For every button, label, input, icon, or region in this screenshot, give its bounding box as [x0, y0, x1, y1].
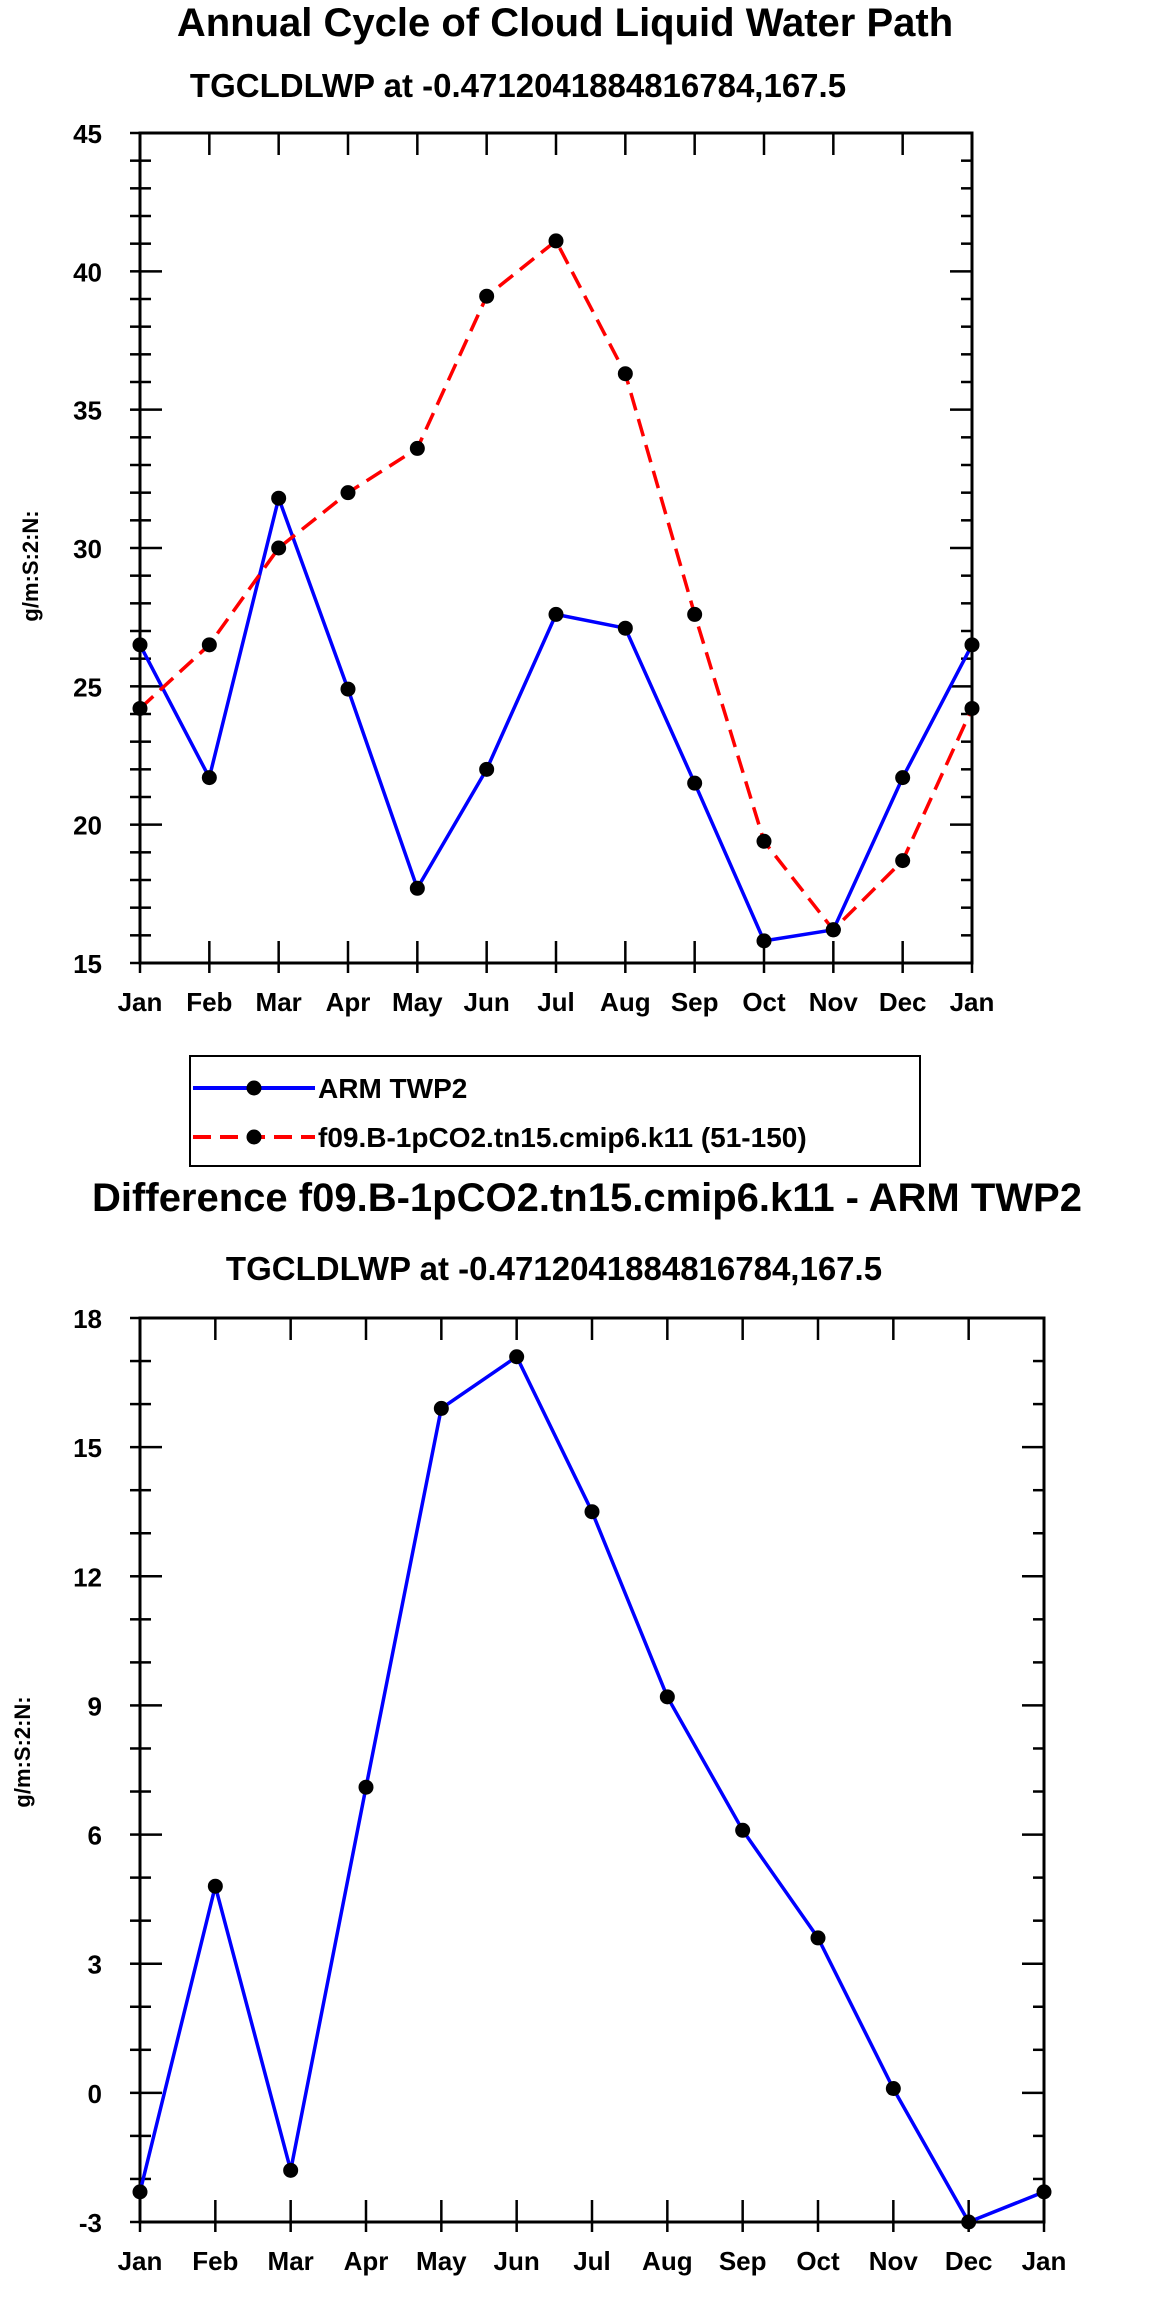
c1-data-point: [756, 833, 772, 849]
c1-data-point: [895, 853, 911, 869]
c1-data-point: [617, 620, 633, 636]
c1-data-point: [340, 681, 356, 697]
c2-data-point: [659, 1689, 675, 1705]
c1-data-point: [271, 540, 287, 556]
chart2-title: Difference f09.B-1pCO2.tn15.cmip6.k11 - …: [92, 1176, 1082, 1220]
c1-data-point: [756, 933, 772, 949]
c2-xtick-label: Oct: [796, 2246, 840, 2276]
c2-series-line-0: [138, 1354, 1045, 2224]
annual-cycle-chart: Annual Cycle of Cloud Liquid Water Path …: [18, 1, 995, 1167]
c2-ytick-label: 0: [88, 2079, 102, 2109]
c1-data-point: [825, 922, 841, 938]
chart2-y-axis-label: g/m:S:2:N:: [10, 1696, 35, 1807]
c2-data-point: [132, 2184, 148, 2200]
c1-ytick-label: 35: [73, 396, 102, 426]
c1-xtick-label: Oct: [742, 987, 786, 1017]
c1-data-point: [479, 761, 495, 777]
c2-xtick-label: Dec: [945, 2246, 993, 2276]
c2-data-point: [1036, 2184, 1052, 2200]
c2-ytick-label: 3: [88, 1950, 102, 1980]
c2-ytick-label: 9: [88, 1691, 102, 1721]
c1-xtick-label: Jan: [118, 987, 163, 1017]
c1-data-point: [548, 233, 564, 249]
c1-xtick-label: Nov: [809, 987, 859, 1017]
c1-xtick-label: Jun: [464, 987, 510, 1017]
c1-data-point: [964, 700, 980, 716]
c2-xtick-label: Jul: [573, 2246, 611, 2276]
c1-xtick-label: Apr: [326, 987, 371, 1017]
c2-ytick-label: 18: [73, 1304, 102, 1334]
legend-marker-model: [246, 1129, 262, 1145]
c1-xtick-label: Jan: [950, 987, 995, 1017]
c1-ytick-label: 20: [73, 811, 102, 841]
c2-xtick-label: May: [416, 2246, 467, 2276]
c2-data-point: [358, 1779, 374, 1795]
chart1-title: Annual Cycle of Cloud Liquid Water Path: [177, 1, 953, 45]
c1-data-point: [687, 775, 703, 791]
c1-data-point: [132, 637, 148, 653]
c2-data-point: [509, 1349, 525, 1365]
c1-data-point: [340, 485, 356, 501]
c2-ytick-label: 15: [73, 1433, 102, 1463]
c1-ytick-label: 40: [73, 257, 102, 287]
c1-xtick-label: Jul: [537, 987, 575, 1017]
c1-data-point: [964, 637, 980, 653]
c1-data-point: [479, 288, 495, 304]
c2-xtick-label: Jan: [118, 2246, 163, 2276]
c1-data-point: [132, 700, 148, 716]
c2-data-point: [885, 2081, 901, 2097]
c1-series-line-1: [138, 239, 974, 932]
c1-data-point: [201, 770, 217, 786]
c2-xtick-label: Sep: [719, 2246, 767, 2276]
c2-data-point: [961, 2214, 977, 2230]
chart1-y-axis-label: g/m:S:2:N:: [18, 510, 43, 621]
c1-data-point: [895, 770, 911, 786]
c2-ytick-label: 6: [88, 1821, 102, 1851]
chart1-subtitle: TGCLDLWP at -0.4712041884816784,167.5: [190, 67, 846, 104]
legend-label-model: f09.B-1pCO2.tn15.cmip6.k11 (51-150): [318, 1122, 807, 1153]
c2-xtick-label: Feb: [192, 2246, 238, 2276]
c2-ytick-label: -3: [79, 2208, 102, 2238]
c1-data-point: [548, 606, 564, 622]
legend-label-arm: ARM TWP2: [318, 1073, 467, 1104]
c1-xtick-label: Mar: [256, 987, 302, 1017]
c1-xtick-label: Dec: [879, 987, 927, 1017]
c1-xtick-label: May: [392, 987, 443, 1017]
chart2-plot-frame: [138, 1316, 1046, 2224]
c2-data-point: [584, 1504, 600, 1520]
chart2-subtitle: TGCLDLWP at -0.4712041884816784,167.5: [226, 1250, 882, 1287]
c1-data-point: [201, 637, 217, 653]
c2-data-point: [433, 1400, 449, 1416]
c2-xtick-label: Jan: [1022, 2246, 1067, 2276]
c2-xtick-label: Jun: [494, 2246, 540, 2276]
legend-box: [189, 1055, 921, 1167]
c2-xtick-label: Mar: [268, 2246, 314, 2276]
difference-chart: Difference f09.B-1pCO2.tn15.cmip6.k11 - …: [10, 1176, 1082, 2276]
c2-xtick-label: Aug: [642, 2246, 693, 2276]
c2-data-point: [810, 1930, 826, 1946]
c1-xtick-label: Sep: [671, 987, 719, 1017]
c1-data-point: [687, 606, 703, 622]
c1-ytick-label: 15: [73, 949, 102, 979]
c1-data-point: [409, 880, 425, 896]
c2-data-point: [735, 1822, 751, 1838]
c1-data-point: [409, 440, 425, 456]
c1-data-point: [617, 366, 633, 382]
legend-marker-arm: [246, 1080, 262, 1096]
c2-data-point: [207, 1878, 223, 1894]
c2-data-point: [283, 2162, 299, 2178]
c2-xtick-label: Apr: [344, 2246, 389, 2276]
c1-xtick-label: Feb: [186, 987, 232, 1017]
c1-xtick-label: Aug: [600, 987, 651, 1017]
c2-xtick-label: Nov: [869, 2246, 919, 2276]
c1-data-point: [271, 490, 287, 506]
chart1-legend: ARM TWP2 f09.B-1pCO2.tn15.cmip6.k11 (51-…: [189, 1055, 921, 1167]
c1-ytick-label: 25: [73, 672, 102, 702]
c1-ytick-label: 45: [73, 119, 102, 149]
c2-ytick-label: 12: [73, 1562, 102, 1592]
c1-ytick-label: 30: [73, 534, 102, 564]
